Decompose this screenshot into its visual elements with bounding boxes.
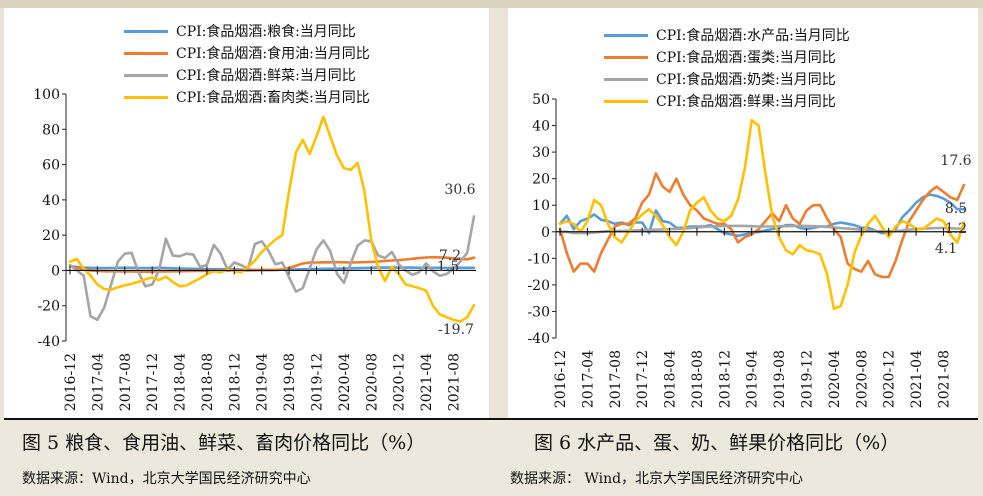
x-tick-label: 2018-12: [717, 350, 733, 408]
legend-label: CPI:食品烟酒:奶类:当月同比: [656, 72, 836, 88]
legend-item: CPI:食品烟酒:鲜菜:当月同比: [124, 64, 370, 86]
y-tick-label: -40: [527, 331, 550, 347]
data-label: 1.2: [945, 221, 967, 237]
x-tick-label: 2020-08: [364, 353, 380, 411]
x-tick-label: 2019-08: [282, 353, 298, 411]
x-tick-label: 2017-04: [90, 353, 106, 411]
x-tick-label: 2021-04: [909, 350, 925, 408]
series-line: [68, 115, 476, 323]
legend-item: CPI:食品烟酒:畜肉类:当月同比: [124, 86, 370, 108]
legend-label: CPI:食品烟酒:蛋类:当月同比: [656, 50, 836, 66]
data-label: 7.2: [439, 248, 461, 264]
x-tick-label: 2018-04: [173, 353, 189, 411]
legend-label: CPI:食品烟酒:鲜菜:当月同比: [176, 68, 356, 84]
x-tick-label: 2021-08: [936, 350, 952, 408]
x-tick-label: 2018-04: [663, 350, 679, 408]
x-tick-label: 2018-12: [227, 353, 243, 411]
y-tick-label: 20: [532, 172, 550, 188]
x-tick-label: 2016-12: [63, 353, 79, 411]
y-tick-label: -10: [527, 251, 550, 267]
x-tick-label: 2020-08: [854, 350, 870, 408]
x-tick-label: 2019-12: [800, 350, 816, 408]
y-tick-label: 0: [51, 263, 60, 279]
y-tick-label: 30: [532, 145, 550, 161]
legend-swatch: [124, 95, 168, 99]
x-tick-label: 2019-04: [255, 353, 271, 411]
legend-swatch: [604, 77, 648, 81]
legend-swatch: [604, 33, 648, 37]
divider-rule: [4, 418, 978, 420]
series-line: [558, 172, 966, 279]
figure6-legend: CPI:食品烟酒:水产品:当月同比 CPI:食品烟酒:蛋类:当月同比 CPI:食…: [604, 24, 850, 112]
y-tick-label: 60: [42, 158, 60, 174]
legend-label: CPI:食品烟酒:畜肉类:当月同比: [176, 90, 370, 106]
y-tick-label: 40: [532, 119, 550, 135]
background-band-top: [0, 0, 983, 8]
data-label: 1.5: [437, 259, 459, 275]
x-tick-label: 2017-12: [145, 353, 161, 411]
y-tick-label: -20: [527, 278, 550, 294]
x-tick-label: 2020-04: [827, 350, 843, 408]
legend-swatch: [604, 99, 648, 103]
x-tick-label: 2019-04: [745, 350, 761, 408]
legend-item: CPI:食品烟酒:蛋类:当月同比: [604, 46, 850, 68]
y-tick-label: -30: [527, 304, 550, 320]
legend-swatch: [124, 73, 168, 77]
y-tick-label: 100: [33, 87, 60, 103]
y-tick-label: 0: [541, 225, 550, 241]
x-tick-label: 2021-04: [419, 353, 435, 411]
legend-item: CPI:食品烟酒:食用油:当月同比: [124, 42, 370, 64]
legend-item: CPI:食品烟酒:奶类:当月同比: [604, 68, 850, 90]
x-tick-label: 2021-08: [446, 353, 462, 411]
figure5-legend: CPI:食品烟酒:粮食:当月同比 CPI:食品烟酒:食用油:当月同比 CPI:食…: [124, 20, 370, 108]
x-tick-label: 2016-12: [553, 350, 569, 408]
x-tick-label: 2017-12: [635, 350, 651, 408]
x-tick-label: 2020-12: [882, 350, 898, 408]
legend-label: CPI:食品烟酒:粮食:当月同比: [176, 24, 356, 40]
legend-item: CPI:食品烟酒:粮食:当月同比: [124, 20, 370, 42]
figure6-chart-panel: -40 -30 -20 -10 0 10 20 30 40 50 2016-12 2017-04 201…: [508, 8, 978, 418]
y-tick-label: -20: [37, 299, 60, 315]
series-line: [558, 118, 966, 311]
figure6-caption: 图 6 水产品、蛋、奶、鲜果价格同比（%）: [534, 432, 900, 454]
data-label: 8.5: [945, 201, 967, 217]
x-tick-label: 2020-04: [337, 353, 353, 411]
legend-label: CPI:食品烟酒:鲜果:当月同比: [656, 94, 836, 110]
data-label: 30.6: [444, 182, 475, 198]
data-label: -19.7: [438, 322, 474, 338]
legend-item: CPI:食品烟酒:水产品:当月同比: [604, 24, 850, 46]
figure6-chart: -40 -30 -20 -10 0 10 20 30 40 50 2016-12 2017-04 201…: [527, 92, 971, 408]
figure5-chart-panel: -40 -20 0 20 40 60 80 100 2016-12 2017-04 2017-08 2…: [4, 8, 489, 418]
legend-swatch: [604, 55, 648, 59]
figure5-chart: -40 -20 0 20 40 60 80 100 2016-12 2017-04 2017-08 2…: [33, 87, 476, 411]
x-tick-label: 2018-08: [200, 353, 216, 411]
y-tick-label: 40: [42, 193, 60, 209]
y-tick-label: 10: [532, 198, 550, 214]
data-label: 17.6: [940, 153, 971, 169]
x-tick-label: 2017-08: [118, 353, 134, 411]
legend-swatch: [124, 29, 168, 33]
background-band-bottom: [0, 418, 983, 496]
x-tick-label: 2019-12: [310, 353, 326, 411]
figure5-source: 数据来源：Wind，北京大学国民经济研究中心: [22, 471, 311, 487]
y-tick-label: 50: [532, 92, 550, 108]
x-tick-label: 2020-12: [392, 353, 408, 411]
y-tick-label: 80: [42, 122, 60, 138]
legend-label: CPI:食品烟酒:水产品:当月同比: [656, 28, 850, 44]
x-tick-label: 2018-08: [690, 350, 706, 408]
legend-label: CPI:食品烟酒:食用油:当月同比: [176, 46, 370, 62]
y-tick-label: 20: [42, 228, 60, 244]
figure6-source: 数据来源： Wind，北京大学国民经济研究中心: [510, 471, 804, 487]
data-label: 4.1: [935, 241, 957, 257]
x-tick-label: 2019-08: [772, 350, 788, 408]
legend-swatch: [124, 51, 168, 55]
series-line: [558, 224, 966, 235]
x-tick-label: 2017-04: [580, 350, 596, 408]
series-line: [68, 215, 476, 322]
figure5-caption: 图 5 粮食、食用油、鲜菜、畜肉价格同比（%）: [22, 432, 426, 454]
legend-item: CPI:食品烟酒:鲜果:当月同比: [604, 90, 850, 112]
x-tick-label: 2017-08: [608, 350, 624, 408]
y-tick-label: -40: [37, 334, 60, 350]
